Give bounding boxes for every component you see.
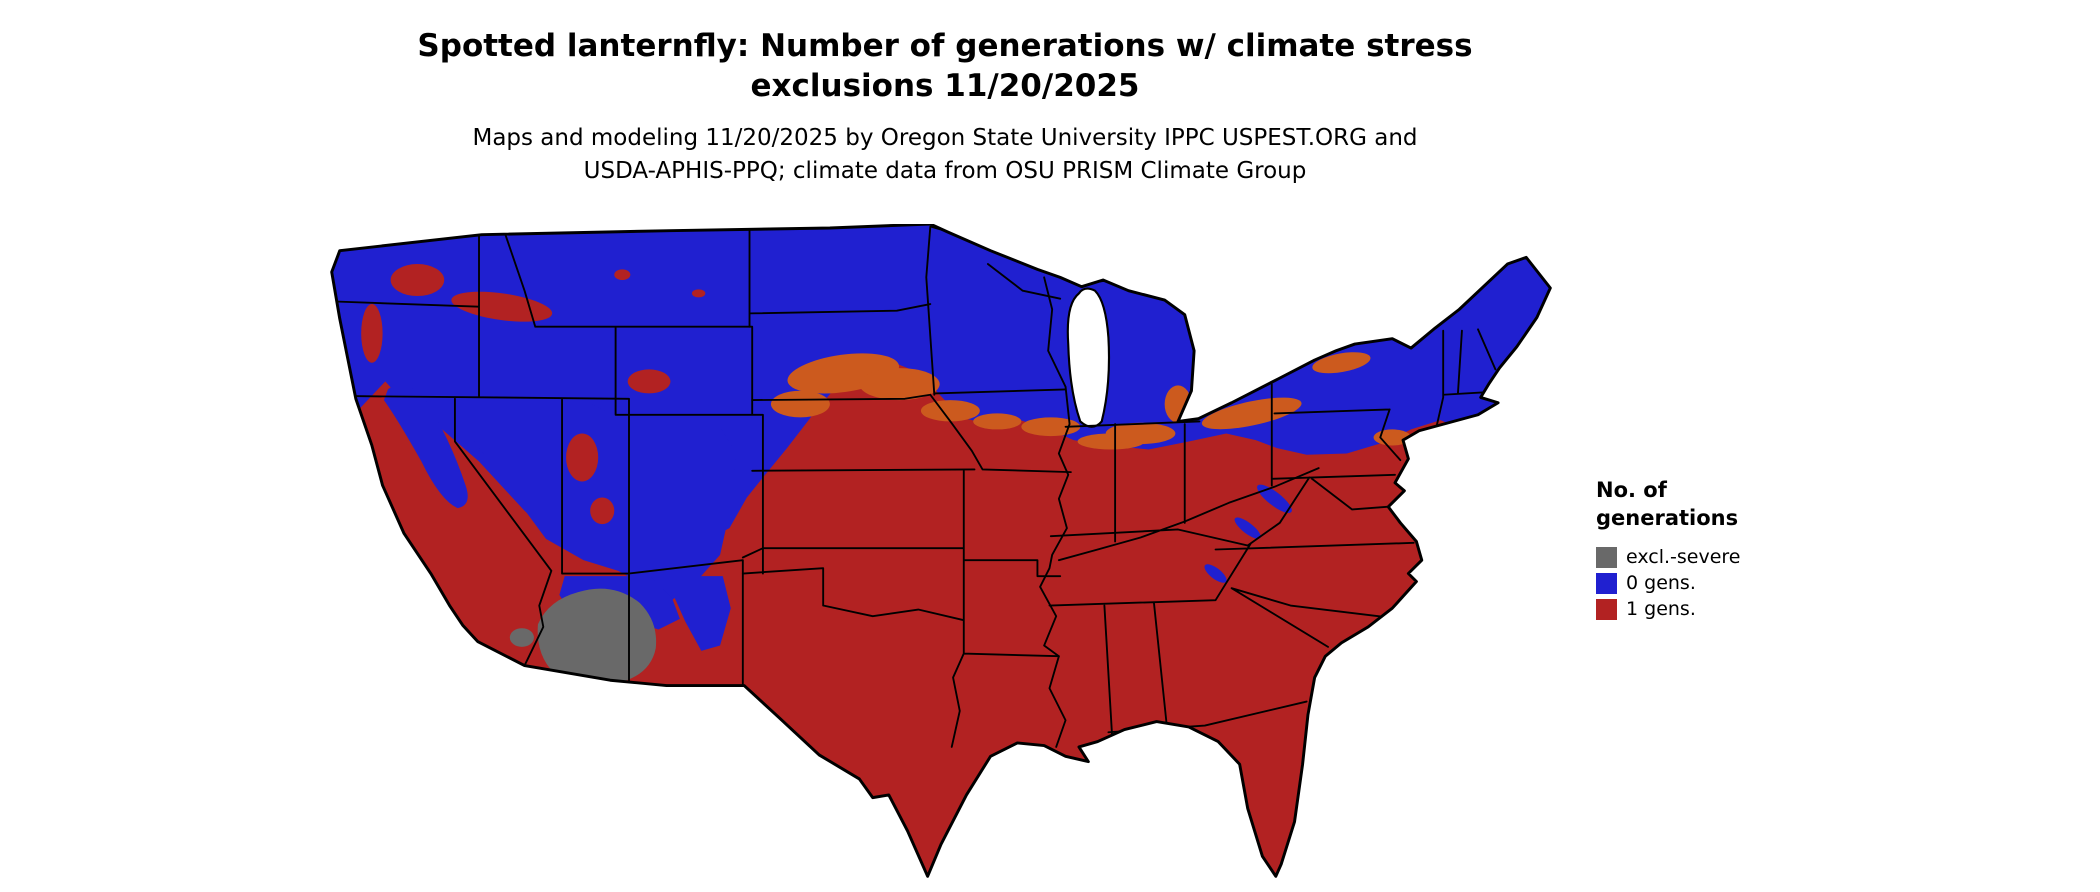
legend: No. of generations excl.-severe 0 gens. … — [1596, 476, 1836, 622]
legend-item-one-generation: 1 gens. — [1596, 596, 1836, 622]
map-title-line-2: exclusions 11/20/2025 — [750, 68, 1140, 104]
legend-label-one-generation: 1 gens. — [1626, 598, 1696, 620]
map-subtitle-line-1: Maps and modeling 11/20/2025 by Oregon S… — [472, 125, 1418, 151]
legend-label-excluded-severe: excl.-severe — [1626, 546, 1741, 568]
map-title-line-1: Spotted lanternfly: Number of generation… — [417, 28, 1473, 64]
map-subtitle: Maps and modeling 11/20/2025 by Oregon S… — [0, 122, 1890, 188]
lake-michigan — [1066, 287, 1111, 428]
us-map-svg — [330, 224, 1552, 878]
layer-zero-generations-specks — [774, 344, 797, 361]
legend-swatch-excluded-severe — [1596, 546, 1617, 568]
layer-excluded-severe — [509, 588, 657, 685]
legend-swatch-one-generation — [1596, 598, 1617, 620]
legend-item-excluded-severe: excl.-severe — [1596, 544, 1836, 570]
map-title: Spotted lanternfly: Number of generation… — [0, 26, 1890, 106]
us-generations-map — [321, 224, 1553, 891]
legend-item-zero-generations: 0 gens. — [1596, 570, 1836, 596]
legend-items: excl.-severe 0 gens. 1 gens. — [1596, 544, 1836, 622]
legend-title-line-2: generations — [1596, 506, 1739, 530]
legend-title-line-1: No. of — [1596, 478, 1667, 502]
legend-label-zero-generations: 0 gens. — [1626, 572, 1696, 594]
nation-outline — [330, 224, 1552, 878]
legend-swatch-zero-generations — [1596, 572, 1617, 594]
state-boundaries — [331, 225, 1497, 748]
map-subtitle-line-2: USDA-APHIS-PPQ; climate data from OSU PR… — [583, 158, 1307, 184]
